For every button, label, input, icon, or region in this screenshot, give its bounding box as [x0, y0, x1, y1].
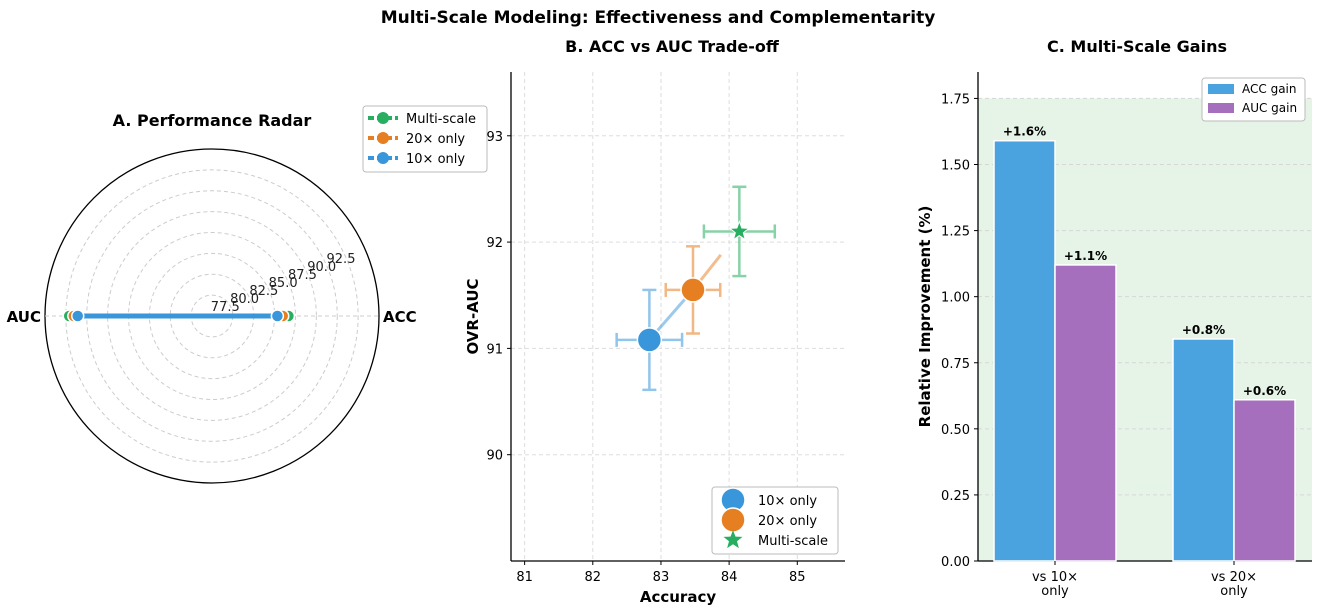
bar-y-tick-label: 1.75 — [941, 92, 970, 107]
radar-legend-label: 10× only — [406, 152, 465, 167]
bar-y-tick-label: 1.00 — [941, 291, 970, 306]
bar-legend-label: ACC gain — [1242, 82, 1296, 96]
radar-title: A. Performance Radar — [113, 111, 312, 130]
bar-legend: ACC gain AUC gain — [1201, 77, 1306, 122]
radar-r-tick-label: 85.0 — [269, 276, 298, 291]
bar-y-tick-label: 1.50 — [941, 159, 970, 174]
scatter-title: B. ACC vs AUC Trade-off — [565, 37, 780, 56]
bar-chart: C. Multi-Scale Gains 0.00 0.25 0.50 0.75 1.00… — [916, 37, 1312, 599]
bar-data-label: +1.6% — [1003, 125, 1046, 139]
scatter-point — [680, 277, 706, 303]
scatter-y-tick-label: 90 — [486, 449, 503, 464]
scatter-legend-marker — [720, 507, 746, 533]
scatter-x-tick-label: 83 — [653, 570, 670, 585]
radar-grid-circle — [107, 211, 317, 421]
bar — [1172, 338, 1235, 562]
bar-y-tick-label: 0.75 — [941, 357, 970, 372]
bar-y-tick-label: 0.25 — [941, 489, 970, 504]
radar-axis-label-acc: ACC — [383, 308, 417, 326]
bar-category-label-line: only — [1220, 584, 1248, 599]
radar-legend: Multi-scale 20× only 10× only — [362, 105, 488, 173]
radar-r-tick-label: 87.5 — [288, 268, 317, 283]
scatter-legend-label: 20× only — [758, 514, 817, 529]
scatter-legend: 10× only 20× only Multi-scale — [711, 486, 839, 555]
bar-y-tick-label: 0.00 — [941, 555, 970, 570]
scatter-point-multi-scale — [728, 220, 751, 241]
bar — [993, 139, 1056, 562]
radar-axis-label-auc: AUC — [7, 308, 41, 326]
bar-category-label: vs 10× only — [1032, 570, 1078, 599]
scatter-legend-label: 10× only — [758, 494, 817, 509]
scatter-legend-marker — [723, 530, 743, 549]
radar-r-tick-label: 80.0 — [230, 292, 259, 307]
bar-y-tick-label: 0.50 — [941, 423, 970, 438]
radar-chart: A. Performance Radar 77.580.082.585.087.5… — [7, 105, 488, 484]
bar-legend-label: AUC gain — [1242, 101, 1297, 115]
bar — [1233, 399, 1296, 562]
bar-data-label: +0.6% — [1243, 384, 1286, 398]
radar-legend-marker — [377, 112, 389, 124]
bar-legend-swatch — [1208, 103, 1234, 113]
bar-category-label-line: only — [1041, 584, 1069, 599]
figure-suptitle: Multi-Scale Modeling: Effectiveness and … — [381, 8, 936, 28]
bar-category-label: vs 20× only — [1211, 570, 1257, 599]
scatter-point — [636, 327, 663, 353]
scatter-legend-label: Multi-scale — [758, 534, 828, 549]
bar-category-label-line: vs 10× — [1032, 570, 1078, 585]
radar-r-tick-label: 82.5 — [249, 284, 278, 299]
scatter-y-tick-label: 92 — [486, 236, 503, 251]
radar-r-tick-label: 92.5 — [327, 252, 356, 267]
scatter-y-tick-label: 93 — [486, 130, 503, 145]
scatter-chart: B. ACC vs AUC Trade-off 81 82 83 84 85 90 91 92 9… — [464, 37, 845, 606]
bar-y-tick-label: 1.25 — [941, 225, 970, 240]
radar-legend-label: Multi-scale — [406, 112, 476, 127]
bar-legend-swatch — [1208, 84, 1234, 94]
radar-r-tick-label: 77.5 — [211, 300, 240, 315]
scatter-x-label: Accuracy — [640, 588, 716, 606]
radar-legend-marker — [377, 152, 389, 164]
radar-legend-label: 20× only — [406, 132, 465, 147]
radar-legend-marker — [377, 132, 389, 144]
scatter-y-label: OVR-AUC — [464, 278, 482, 354]
bar-y-label: Relative Improvement (%) — [916, 206, 934, 428]
scatter-x-tick-label: 81 — [516, 570, 533, 585]
scatter-x-tick-label: 84 — [721, 570, 738, 585]
radar-point-auc — [70, 309, 85, 323]
bar-data-label: +1.1% — [1064, 249, 1107, 263]
scatter-x-tick-label: 82 — [585, 570, 602, 585]
radar-point-acc — [270, 309, 285, 323]
radar-r-tick-label: 90.0 — [307, 260, 336, 275]
bar-category-label-line: vs 20× — [1211, 570, 1257, 585]
bar — [1054, 264, 1117, 562]
scatter-x-tick-label: 85 — [789, 570, 806, 585]
bar-data-label: +0.8% — [1182, 323, 1225, 337]
radar-legend-box — [362, 105, 488, 173]
bar-title: C. Multi-Scale Gains — [1047, 37, 1227, 56]
scatter-y-tick-label: 91 — [486, 342, 503, 357]
